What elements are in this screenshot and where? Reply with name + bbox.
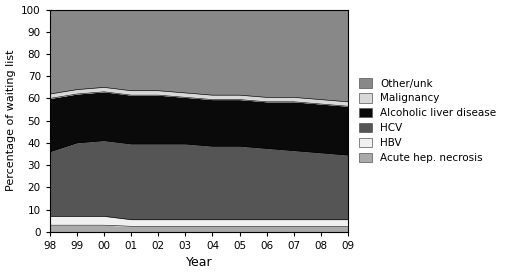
Y-axis label: Percentage of waiting list: Percentage of waiting list bbox=[6, 50, 16, 191]
Legend: Other/unk, Malignancy, Alcoholic liver disease, HCV, HBV, Acute hep. necrosis: Other/unk, Malignancy, Alcoholic liver d… bbox=[356, 75, 498, 166]
X-axis label: Year: Year bbox=[185, 257, 212, 269]
